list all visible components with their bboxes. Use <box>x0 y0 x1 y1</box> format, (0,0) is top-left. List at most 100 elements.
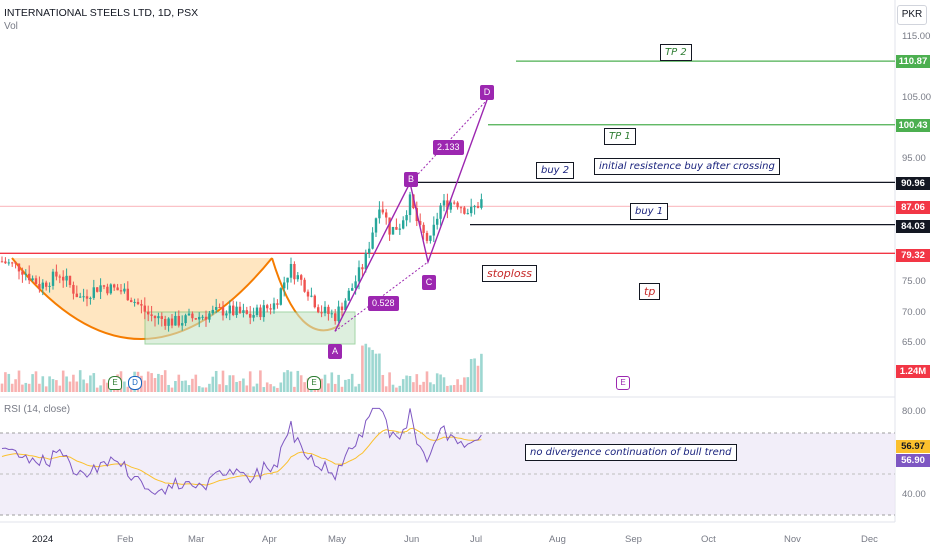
ac-retrace-line <box>334 261 429 332</box>
earnings-event-icon[interactable]: E <box>307 376 321 390</box>
volume-bar <box>333 383 337 392</box>
earnings-event-icon[interactable]: E <box>616 376 630 390</box>
candle-body <box>34 278 38 285</box>
tp-note[interactable]: tp <box>639 283 661 300</box>
candle-body <box>293 263 296 280</box>
candle-body <box>21 271 24 275</box>
volume-bar <box>0 383 4 392</box>
volume-bar <box>449 385 453 392</box>
candle-body <box>272 303 276 310</box>
rsi-ma-tag: 56.97 <box>896 440 930 453</box>
candle-body <box>14 262 17 264</box>
volume-bar <box>10 383 14 392</box>
candle-body <box>177 315 180 326</box>
volume-bar <box>44 386 48 392</box>
candle-body <box>439 205 442 219</box>
candle-body <box>378 209 381 219</box>
volume-bar <box>170 387 174 392</box>
tp1-note[interactable]: TP 1 <box>604 128 636 145</box>
volume-bar <box>85 383 89 392</box>
candle-body <box>136 301 140 305</box>
candle-body <box>405 215 408 221</box>
volume-bar <box>289 371 293 392</box>
volume-tag: 1.24M <box>896 365 930 378</box>
volume-bar <box>446 385 449 392</box>
currency-button[interactable]: PKR <box>897 5 927 25</box>
pattern-point-d[interactable]: D <box>480 85 494 100</box>
candle-body <box>480 199 483 208</box>
candle-body <box>449 202 452 210</box>
volume-bar <box>384 386 388 392</box>
volume-bar <box>75 381 79 392</box>
candle-body <box>323 306 327 314</box>
candle-body <box>157 316 160 319</box>
candle-body <box>38 284 41 289</box>
volume-bar <box>439 374 442 392</box>
volume-bar <box>41 376 45 392</box>
price-axis-tick: 70.00 <box>902 307 926 318</box>
candle-body <box>330 313 333 315</box>
candle-body <box>436 218 439 225</box>
candle-body <box>242 310 245 313</box>
candle-body <box>446 200 449 210</box>
volume-bar <box>197 386 201 392</box>
volume-bar <box>126 386 130 392</box>
volume-bar <box>364 343 368 392</box>
volume-bar <box>272 386 276 392</box>
chart-title: INTERNATIONAL STEELS LTD, 1D, PSX <box>4 7 199 19</box>
candle-body <box>130 300 133 303</box>
candle-body <box>337 306 340 322</box>
candle-body <box>279 288 282 305</box>
volume-bar <box>442 377 446 392</box>
tp2-note[interactable]: TP 2 <box>660 44 692 61</box>
candle-body <box>96 287 99 292</box>
volume-bar <box>299 375 303 392</box>
rsi-note[interactable]: no divergence continuation of bull trend <box>525 444 737 461</box>
buy2-note[interactable]: buy 2 <box>536 162 575 179</box>
candle-body <box>201 316 204 318</box>
candle-body <box>344 300 347 311</box>
time-axis-tick: Aug <box>549 534 566 545</box>
time-axis-tick: Mar <box>188 534 205 545</box>
pattern-point-a[interactable]: A <box>328 344 342 359</box>
buy1-note[interactable]: buy 1 <box>630 203 669 220</box>
volume-bar <box>367 347 371 392</box>
volume-bar <box>150 373 153 392</box>
volume-bar <box>153 378 157 392</box>
volume-bar <box>340 386 344 392</box>
pattern-point-c[interactable]: C <box>422 275 436 290</box>
dividend-event-icon[interactable]: D <box>128 376 142 390</box>
abcd-pattern-line <box>334 99 488 332</box>
earnings-event-icon[interactable]: E <box>108 376 122 390</box>
volume-bar <box>225 385 228 392</box>
candle-body <box>92 287 95 298</box>
last-price-tag: 87.06 <box>896 201 930 214</box>
candle-body <box>303 279 306 292</box>
pattern-point-b[interactable]: B <box>404 172 418 187</box>
stoploss-note[interactable]: stoploss <box>482 265 538 282</box>
candle-body <box>368 248 371 254</box>
time-axis-tick: May <box>328 534 346 545</box>
volume-bar <box>388 372 391 392</box>
volume-bar <box>473 358 476 392</box>
volume-bar <box>425 371 429 392</box>
volume-bar <box>374 353 378 392</box>
candle-body <box>106 286 109 294</box>
candle-body <box>398 228 401 230</box>
volume-bar <box>405 375 408 392</box>
candle-body <box>283 282 286 289</box>
candle-body <box>211 309 214 314</box>
candle-body <box>286 277 289 283</box>
volume-bar <box>231 375 235 392</box>
volume-bar <box>350 373 354 392</box>
volume-bar <box>235 381 238 392</box>
volume-bar <box>89 375 92 392</box>
candle-body <box>41 282 44 289</box>
candle-body <box>75 293 78 298</box>
volume-bar <box>429 382 432 392</box>
candle-body <box>140 304 143 306</box>
candle-body <box>364 253 367 270</box>
initial-resistance-note[interactable]: initial resistence buy after crossing <box>594 158 780 175</box>
volume-bar <box>391 384 395 392</box>
